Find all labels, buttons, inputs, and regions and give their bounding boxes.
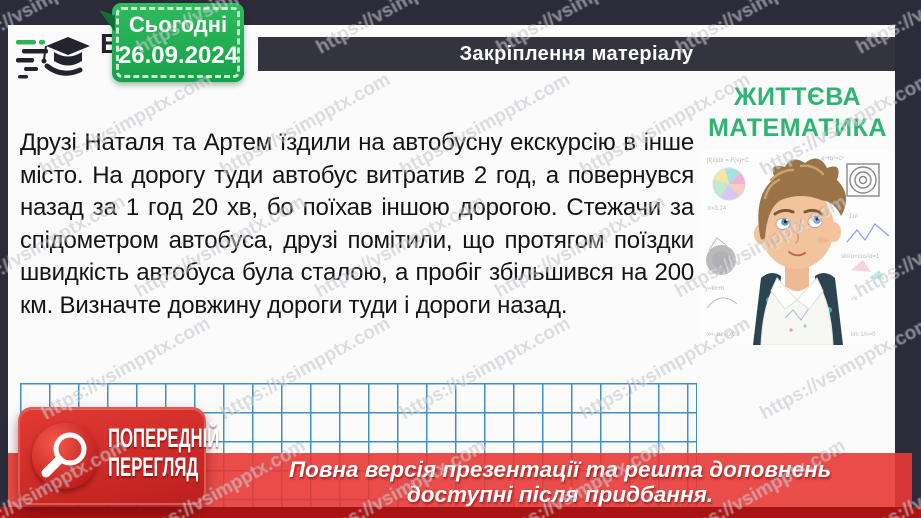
svg-text:Σn²: Σn² — [849, 214, 858, 220]
slide-header-bar: Закріплення матеріалу — [258, 37, 895, 71]
svg-text:√x: √x — [851, 295, 857, 302]
problem-text: Друзі Наталя та Артем їздили на автобусн… — [20, 129, 694, 319]
banner-line1: Повна версія презентації та решта доповн… — [288, 457, 832, 482]
math-doodles-background: ∫f(x)dx = F(x)+C a²+b²=c² π≈3.14 Σn² y=k… — [705, 156, 890, 338]
svg-text:y=kx+b: y=kx+b — [705, 286, 725, 292]
preview-badge-line1: ПОПЕРЕДНІЙ — [108, 423, 220, 453]
svg-text:∫f(x)dx = F(x)+C: ∫f(x)dx = F(x)+C — [706, 157, 750, 164]
graduation-cap-icon — [16, 37, 90, 79]
life-math-heading: ЖИТТЄВА МАТЕМАТИКА — [700, 82, 895, 144]
svg-text:sin²α+cos²α=1: sin²α+cos²α=1 — [841, 254, 880, 260]
svg-text:lim 1/n=0: lim 1/n=0 — [851, 332, 876, 338]
date-badge: Сьогодні 26.09.2024 — [99, 3, 244, 82]
svg-text:a²+b²=c²: a²+b²=c² — [821, 156, 844, 162]
preview-badge-line2: ПЕРЕГЛЯД — [108, 452, 199, 482]
date-badge-label: Сьогодні — [128, 12, 228, 37]
boy-math-illustration: ∫f(x)dx = F(x)+C a²+b²=c² π≈3.14 Σn² y=k… — [701, 150, 894, 346]
svg-text:π≈3.14: π≈3.14 — [707, 206, 727, 212]
slide-title: Закріплення матеріалу — [459, 42, 694, 65]
life-math-heading-line1: ЖИТТЄВА — [733, 83, 862, 111]
magnifier-icon — [32, 423, 98, 489]
boy-figure — [753, 158, 847, 346]
preview-watermark-badge: ПОПЕРЕДНІЙ ПЕРЕГЛЯД — [18, 407, 219, 505]
banner-line2: доступні після придбання. — [406, 482, 714, 507]
svg-text:x=−b±√D/2a: x=−b±√D/2a — [707, 331, 740, 338]
date-badge-date: 26.09.2024 — [117, 42, 239, 69]
bottom-red-strip — [0, 507, 921, 518]
life-math-heading-line2: МАТЕМАТИКА — [708, 114, 887, 142]
